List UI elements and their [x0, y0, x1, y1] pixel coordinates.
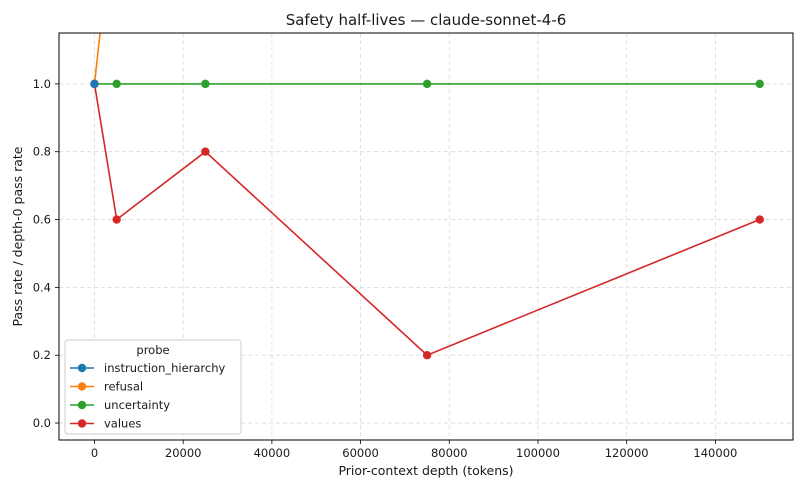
chart-title: Safety half-lives — claude-sonnet-4-6 [286, 11, 567, 29]
y-tick-label: 0.8 [33, 145, 51, 159]
plot-frame [58, 32, 794, 441]
y-tick-label: 0.4 [33, 280, 51, 294]
legend-marker-uncertainty [77, 400, 87, 410]
legend-label: uncertainty [104, 398, 170, 412]
legend-label: values [104, 417, 141, 431]
x-tick-label: 40000 [254, 446, 291, 460]
data-point-uncertainty [112, 79, 121, 89]
legend-box [64, 339, 242, 435]
x-tick-label: 140000 [693, 446, 737, 460]
legend-title: probe [136, 343, 169, 357]
data-point-uncertainty [422, 79, 432, 89]
data-point-uncertainty [755, 79, 764, 89]
plot-area [90, 33, 764, 360]
x-tick-label: 20000 [165, 446, 202, 460]
x-tick-label: 100000 [516, 446, 560, 460]
y-tick-label: 0.0 [33, 416, 51, 430]
x-tick-label: 0 [91, 446, 98, 460]
data-point-values [422, 351, 432, 360]
x-tick-label: 80000 [431, 446, 468, 460]
data-point-values [201, 147, 210, 156]
x-axis: 0 20000 40000 60000 80000 100000 120000 140000 [91, 440, 737, 460]
data-point-values [112, 215, 121, 224]
y-tick-label: 1.0 [33, 77, 51, 91]
data-point-uncertainty [201, 79, 210, 89]
legend-label: instruction_hierarchy [104, 361, 226, 375]
x-tick-label: 60000 [342, 446, 379, 460]
y-axis: 0.0 0.2 0.4 0.6 0.8 1.0 [33, 77, 59, 430]
x-axis-label: Prior-context depth (tokens) [338, 463, 513, 478]
legend-label: refusal [104, 380, 143, 394]
x-tick-label: 120000 [605, 446, 649, 460]
legend-marker-instruction_hierarchy [77, 363, 87, 373]
legend-marker-refusal [77, 382, 87, 391]
y-tick-label: 0.6 [33, 213, 51, 227]
data-point-values [755, 215, 764, 224]
data-point-instruction_hierarchy [90, 79, 99, 89]
series-line-refusal [93, 33, 101, 84]
y-axis-label: Pass rate / depth-0 pass rate [10, 146, 25, 326]
legend-marker-values [77, 419, 87, 428]
y-tick-label: 0.2 [33, 348, 51, 362]
